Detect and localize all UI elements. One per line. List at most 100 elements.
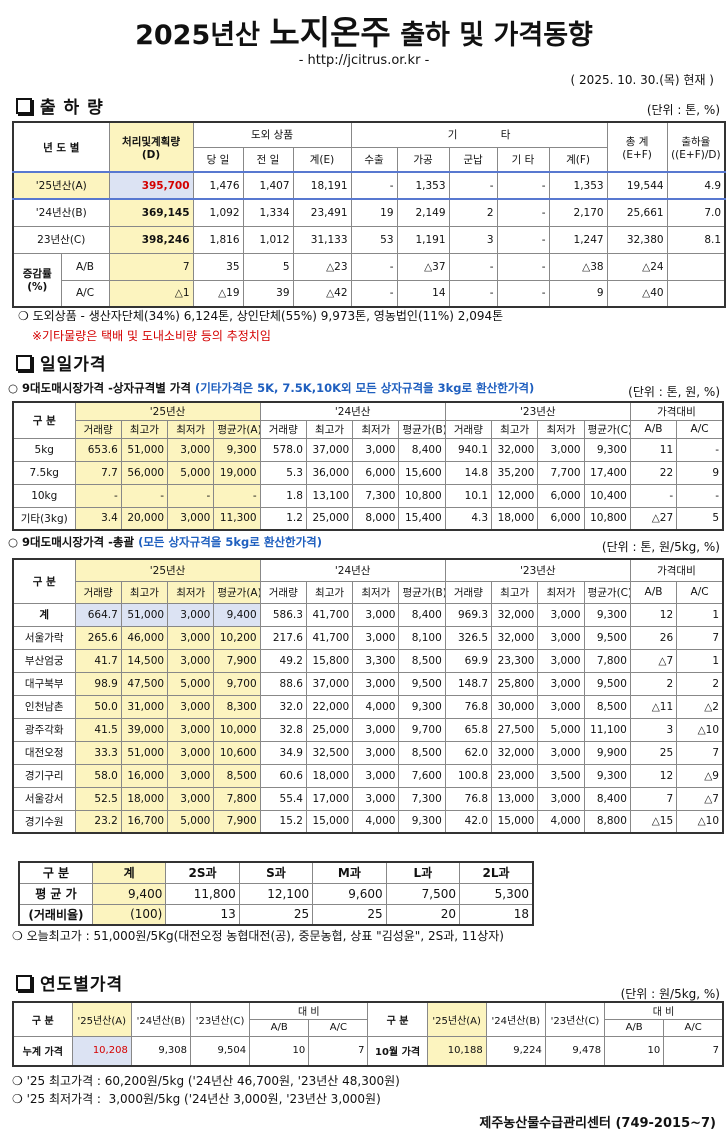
table-cell: 16,000	[120, 763, 169, 788]
table-cell: 17,400	[583, 460, 631, 485]
section-title: 출 하 량	[16, 93, 104, 118]
table-cell: 4.9	[666, 171, 726, 200]
table-cell: A/C	[60, 279, 110, 308]
table-cell: 15,800	[305, 648, 354, 673]
header-cell: 전 일	[242, 146, 294, 173]
table-cell: 5,000	[167, 671, 215, 696]
table-cell: 7	[676, 740, 724, 765]
table-cell: 1,353	[396, 171, 450, 200]
table-cell: 10	[249, 1035, 310, 1067]
table-cell: 9,400	[91, 882, 167, 905]
table-cell: △24	[606, 252, 668, 281]
subtitle: ○ 9대도매시장가격 -상자규격별 가격 (기타가격은 5K, 7.5K,10K…	[8, 380, 534, 396]
table-cell: 9,300	[583, 437, 631, 462]
table-cell: △38	[548, 252, 608, 281]
table-cell: 5,300	[459, 882, 534, 905]
table-row: 부산엄궁 41.7 14,500 3,000 7,900 49.2 15,800 3,300 8…	[12, 648, 724, 673]
table-cell: 15,000	[305, 809, 354, 834]
header-cell: 당 일	[192, 146, 244, 173]
table-cell: (거래비율)	[18, 903, 93, 926]
table-cell: 31,133	[292, 225, 352, 254]
table-cell: 15.2	[259, 809, 307, 834]
table-cell: 최저가	[537, 580, 585, 604]
table-cell: -	[448, 171, 498, 200]
table-row: 서울가락 265.6 46,000 3,000 10,200 217.6 41,700 3,0…	[12, 625, 724, 650]
table-cell: 98.9	[74, 671, 122, 696]
table-cell: 36,000	[305, 460, 354, 485]
table-cell: 11,800	[165, 882, 240, 905]
table-cell: A/B	[604, 1018, 665, 1037]
table-cell: 3,500	[537, 763, 585, 788]
table-cell: 22,000	[305, 694, 354, 719]
table-cell: 56,000	[120, 460, 169, 485]
note: ※기타물량은 택배 및 도내소비량 등의 추정치임	[32, 329, 271, 343]
table-cell: 7	[308, 1035, 369, 1067]
table-cell: '25년산(A)	[71, 1001, 132, 1037]
table-cell: 11,300	[213, 506, 261, 531]
table-cell: 23,300	[491, 648, 539, 673]
table-cell: 17,000	[305, 786, 354, 811]
grades-table: 구 분 계 2S과 S과 M과 L과 2L과 평 균 가 9,400 11,800 12,100 9,…	[18, 861, 534, 926]
table-cell: 32,000	[491, 602, 539, 627]
table-cell: 3,000	[537, 648, 585, 673]
table-cell: A/B	[60, 252, 110, 281]
table-cell: 7.7	[74, 460, 122, 485]
table-cell: 7	[108, 252, 194, 281]
header-text: (D)	[141, 148, 161, 161]
table-cell: '24년산(B)	[485, 1001, 546, 1037]
table-cell: 평균가(B)	[398, 419, 446, 439]
table-cell: 65.8	[444, 717, 493, 742]
table-cell: 3,000	[167, 786, 215, 811]
header-cell: 군납	[448, 146, 498, 173]
table-cell: 41.5	[74, 717, 122, 742]
table-cell: 58.0	[74, 763, 122, 788]
table-cell: 23.2	[74, 809, 122, 834]
table-row: 기타(3kg) 3.4 20,000 3,000 11,300 1.2 25,000 8,00…	[12, 506, 724, 531]
unit: (단위 : 톤, %)	[646, 103, 720, 117]
section-title-text: 연도별가격	[40, 975, 124, 995]
table-cell: 구 분	[18, 861, 93, 884]
header-cell: 기 타	[350, 121, 608, 148]
table-cell: A/C	[676, 419, 724, 439]
table-cell: 9,500	[583, 671, 631, 696]
table-cell: 88.6	[259, 671, 307, 696]
table-cell: 평 균 가	[18, 882, 93, 905]
table-cell: 8,500	[583, 694, 631, 719]
table-cell: -	[676, 483, 724, 508]
table-cell: 55.4	[259, 786, 307, 811]
table-cell: -	[448, 252, 498, 281]
table-cell: A/C	[308, 1018, 369, 1037]
table-cell: 거래량	[74, 580, 122, 604]
table-cell	[666, 252, 726, 281]
table-cell: 1.2	[259, 506, 307, 531]
table-cell: 3,000	[167, 625, 215, 650]
table-cell: 10월 가격	[367, 1035, 428, 1067]
table-cell: 16,700	[120, 809, 169, 834]
table-cell: △10	[676, 717, 724, 742]
table-cell: 12,000	[491, 483, 539, 508]
table-cell: 37,000	[305, 671, 354, 696]
table-cell: 1,247	[548, 225, 608, 254]
table-cell: 거래량	[259, 580, 307, 604]
table-cell: 664.7	[74, 602, 122, 627]
table-cell: 최저가	[352, 419, 400, 439]
table-cell: 32,500	[305, 740, 354, 765]
table-cell: 3,000	[537, 694, 585, 719]
header-text: (E+F)	[622, 148, 652, 161]
table-cell: -	[167, 483, 215, 508]
header-cell: 수출	[350, 146, 398, 173]
table-cell: 52.5	[74, 786, 122, 811]
table-cell: 9,300	[583, 763, 631, 788]
table-row: 5kg 653.6 51,000 3,000 9,300 578.0 37,000 3,000…	[12, 437, 724, 462]
table-cell: 653.6	[74, 437, 122, 462]
table-cell: 구 분	[12, 1001, 73, 1037]
header-text: 총 계	[625, 135, 649, 148]
table-cell: -	[448, 279, 498, 308]
table-cell: 8,500	[398, 648, 446, 673]
table-cell: 19	[350, 198, 398, 227]
table-cell: 1,476	[192, 171, 244, 200]
table-cell: -	[120, 483, 169, 508]
header-text: 처리및계획량	[122, 135, 180, 148]
table-cell: 최고가	[305, 580, 354, 604]
table-cell: 9,700	[213, 671, 261, 696]
